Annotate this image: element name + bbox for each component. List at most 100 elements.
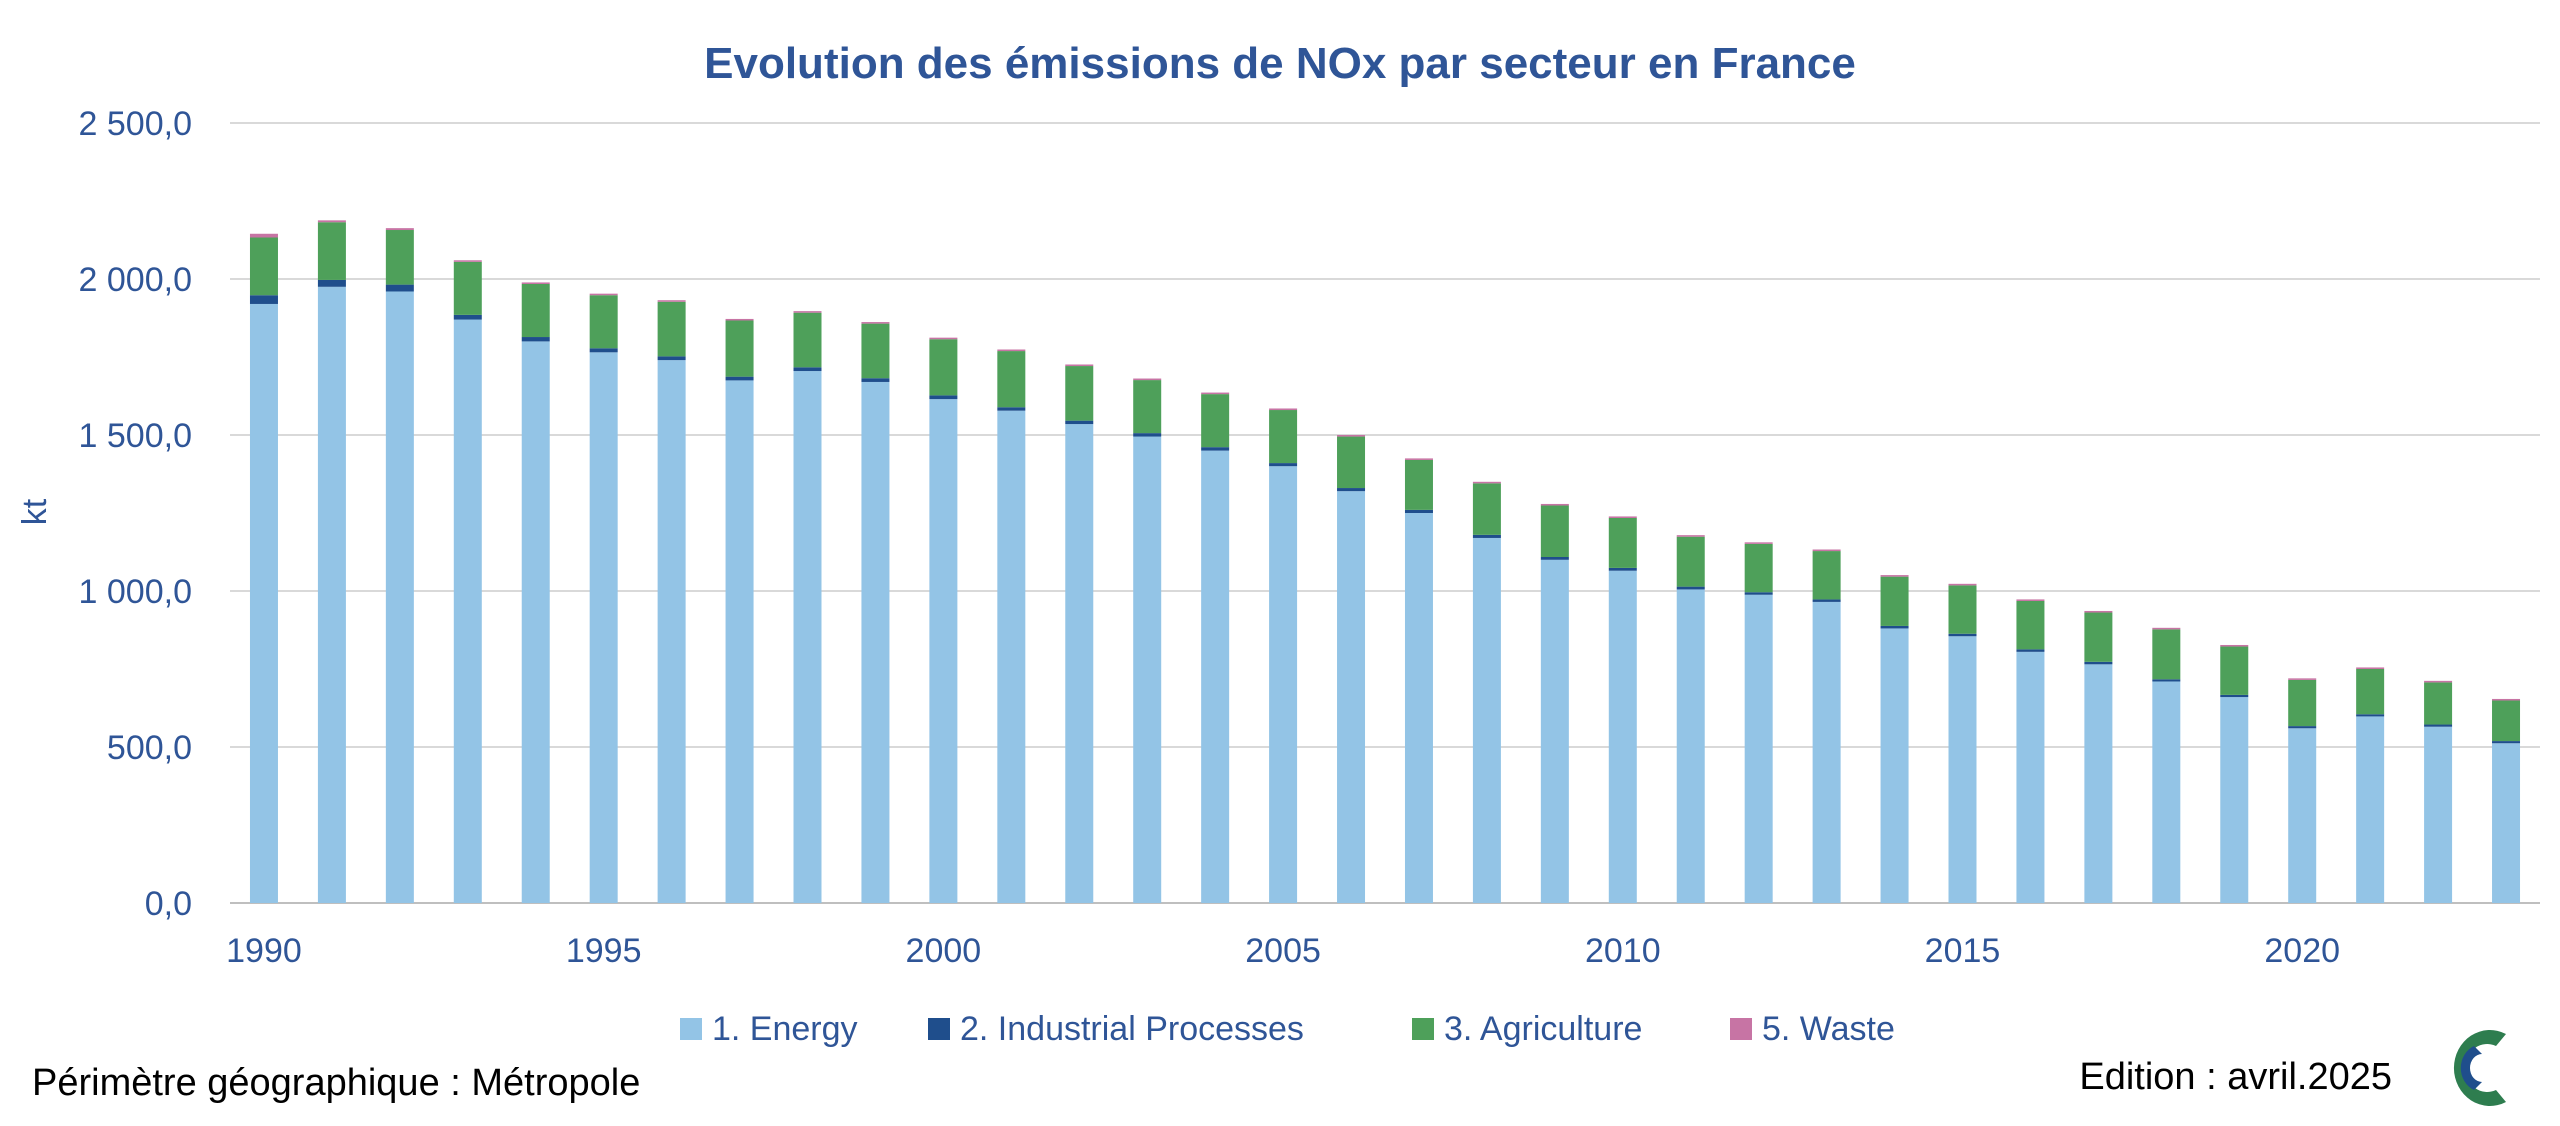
bar-2004-series-2	[1201, 447, 1230, 451]
bar-1995-series-1	[589, 352, 618, 903]
bar-2008-series-2	[1472, 534, 1501, 538]
bar-2011-series-4	[1676, 535, 1705, 537]
bar-1999-series-1	[861, 381, 890, 904]
bar-1997-series-3	[725, 320, 754, 377]
x-axis-ticks: 1990 1995 2000 2005 2010 2015 2020	[226, 932, 2340, 970]
bar-2023-series-3	[2492, 700, 2521, 742]
bar-2015-series-3	[1948, 585, 1977, 634]
bar-1996-series-3	[657, 301, 686, 357]
bar-2005-series-1	[1269, 466, 1298, 903]
legend-swatch	[1730, 1018, 1752, 1040]
bar-2000-series-1	[929, 399, 958, 903]
bar-2000-series-2	[929, 395, 958, 400]
bar-2009-series-1	[1540, 559, 1569, 903]
bar-2010-series-2	[1608, 567, 1637, 571]
bar-1998-series-4	[793, 311, 822, 313]
citepa-logo-icon	[2453, 1030, 2506, 1106]
y-tick-label: 500,0	[107, 729, 192, 767]
bar-1994-series-1	[521, 341, 550, 903]
bar-1991-series-4	[317, 220, 346, 223]
bar-1993-series-4	[453, 260, 482, 262]
x-tick-label: 2010	[1585, 932, 1661, 970]
legend-label: 3. Agriculture	[1444, 1010, 1642, 1048]
bar-2021-series-1	[2356, 716, 2385, 903]
bar-2017-series-2	[2084, 661, 2113, 665]
bar-2018-series-2	[2152, 679, 2181, 682]
bar-2013-series-4	[1812, 549, 1841, 552]
bar-2015-series-4	[1948, 583, 1977, 586]
bar-2010-series-3	[1608, 517, 1637, 568]
bar-2021-series-4	[2356, 667, 2385, 669]
bar-2023-series-1	[2492, 743, 2521, 903]
bar-1998-series-2	[793, 367, 822, 372]
bar-1991-series-2	[317, 279, 346, 287]
bar-1992-series-2	[385, 284, 414, 292]
bar-1993-series-1	[453, 319, 482, 903]
bar-1990-series-1	[249, 303, 278, 904]
bar-2017-series-1	[2084, 664, 2113, 903]
bar-1991-series-1	[317, 286, 346, 903]
bar-2005-series-3	[1269, 410, 1298, 464]
bar-2001-series-1	[997, 410, 1026, 903]
bar-2005-series-4	[1269, 408, 1298, 411]
x-tick-label: 2000	[906, 932, 982, 970]
y-axis-label: kt	[16, 498, 54, 525]
bar-1996-series-1	[657, 360, 686, 903]
bar-2001-series-4	[997, 349, 1026, 352]
legend-swatch	[1412, 1018, 1434, 1040]
bar-1990-series-4	[249, 233, 278, 238]
bar-2022-series-3	[2424, 682, 2453, 725]
bar-2002-series-1	[1065, 424, 1094, 903]
bar-2009-series-4	[1540, 503, 1569, 506]
bar-2019-series-3	[2220, 646, 2249, 695]
bar-2020-series-2	[2288, 726, 2317, 729]
bar-2007-series-1	[1404, 513, 1433, 903]
x-tick-label: 1990	[226, 932, 302, 970]
bar-1995-series-2	[589, 348, 618, 353]
bar-2002-series-2	[1065, 420, 1094, 425]
bar-2009-series-2	[1540, 556, 1569, 560]
bar-2011-series-2	[1676, 586, 1705, 590]
bar-1994-series-3	[521, 283, 550, 338]
bar-2016-series-2	[2016, 649, 2045, 652]
bar-2015-series-2	[1948, 633, 1977, 637]
bar-1999-series-3	[861, 323, 890, 379]
bar-2006-series-1	[1337, 491, 1366, 903]
bar-2004-series-4	[1201, 392, 1230, 395]
bar-2004-series-3	[1201, 394, 1230, 448]
bar-2010-series-4	[1608, 516, 1637, 518]
legend-swatch	[928, 1018, 950, 1040]
bar-1990-series-3	[249, 237, 278, 296]
y-tick-label: 0,0	[145, 885, 192, 923]
bar-2021-series-2	[2356, 714, 2385, 717]
bar-2007-series-4	[1404, 458, 1433, 460]
bar-2023-series-2	[2492, 741, 2521, 744]
bar-2007-series-3	[1404, 459, 1433, 510]
bar-2015-series-1	[1948, 636, 1977, 903]
bar-2003-series-3	[1133, 380, 1162, 434]
legend-swatch	[680, 1018, 702, 1040]
bar-2001-series-3	[997, 351, 1026, 408]
y-tick-label: 1 500,0	[79, 417, 192, 455]
bar-1996-series-4	[657, 300, 686, 302]
bar-2003-series-4	[1133, 378, 1162, 381]
bar-1999-series-2	[861, 378, 890, 382]
y-tick-label: 2 000,0	[79, 261, 192, 299]
bar-1994-series-4	[521, 282, 550, 284]
x-tick-label: 2015	[1925, 932, 2001, 970]
bar-2013-series-1	[1812, 601, 1841, 903]
bar-2000-series-3	[929, 339, 958, 396]
bar-2009-series-3	[1540, 505, 1569, 557]
bar-2006-series-4	[1337, 435, 1366, 437]
bar-1996-series-2	[657, 356, 686, 361]
y-tick-label: 2 500,0	[79, 105, 192, 143]
bar-2019-series-2	[2220, 694, 2249, 698]
bar-1998-series-3	[793, 312, 822, 368]
bar-2020-series-4	[2288, 678, 2317, 680]
bar-1992-series-1	[385, 291, 414, 904]
bar-2006-series-3	[1337, 436, 1366, 489]
bar-2007-series-2	[1404, 509, 1433, 513]
bar-1995-series-4	[589, 293, 618, 296]
bar-2010-series-1	[1608, 570, 1637, 903]
